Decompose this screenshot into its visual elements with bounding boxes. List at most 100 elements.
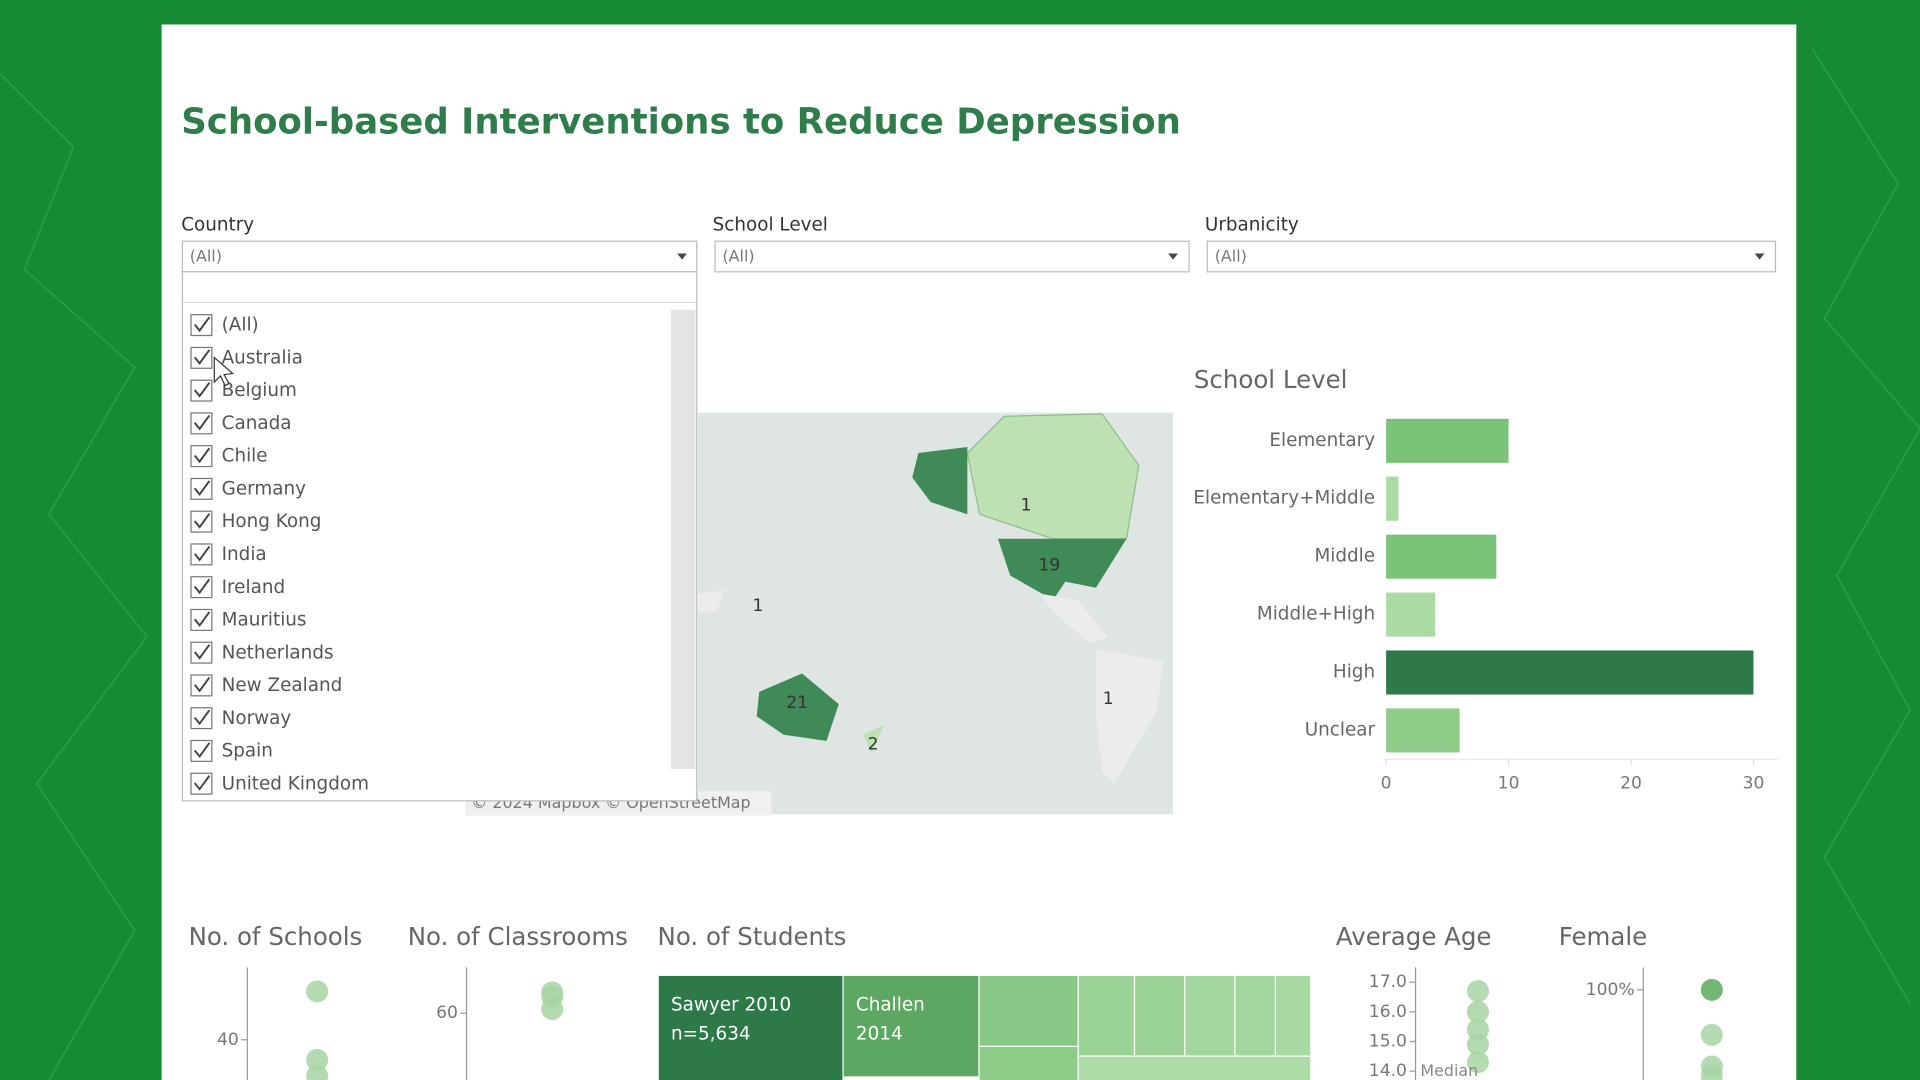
bar <box>1386 650 1754 695</box>
country-option: Belgium <box>222 380 297 401</box>
country-option: New Zealand <box>222 675 343 696</box>
panel-title: No. of Classrooms <box>408 922 628 951</box>
y-tick-label: 17.0 <box>1369 972 1407 992</box>
country-option: India <box>222 544 267 565</box>
dropdown-arrow <box>677 253 687 260</box>
category-label: Unclear <box>1305 719 1376 740</box>
country-list: (All) Australia Belgium Canada Chile Germany H… <box>181 271 698 802</box>
dot <box>1466 1051 1489 1074</box>
checkmark <box>193 316 211 333</box>
annotation: Median <box>1420 1061 1478 1080</box>
country-option: Spain <box>222 741 273 762</box>
category-label: Middle <box>1314 546 1375 567</box>
dot <box>541 998 564 1021</box>
treemap <box>658 975 1311 1080</box>
dot <box>306 1048 329 1071</box>
country-option: Hong Kong <box>222 511 322 532</box>
treemap-cell <box>1275 975 1311 1056</box>
treemap-cell <box>1078 1056 1311 1080</box>
panel-title: Average Age <box>1336 922 1492 951</box>
map-count: 2 <box>868 734 879 754</box>
scrollbar <box>671 309 696 769</box>
treemap-cell <box>843 975 979 1077</box>
bar <box>1386 476 1399 521</box>
checkmark <box>193 382 211 398</box>
dropdown-value: (All) <box>722 247 754 266</box>
treemap-label: n=5,634 <box>671 1024 751 1045</box>
y-tick-label: 15.0 <box>1369 1031 1407 1051</box>
y-tick-label: 16.0 <box>1369 1002 1407 1022</box>
checkmark <box>193 513 211 529</box>
filter-label: School Level <box>713 214 828 235</box>
usa <box>997 538 1127 600</box>
category-label: Middle+High <box>1257 604 1375 625</box>
central-america <box>1040 593 1109 643</box>
checkmark <box>193 775 211 791</box>
x-tick-label: 20 <box>1620 774 1642 794</box>
treemap-label: Challen <box>856 994 925 1015</box>
dropdown-arrow <box>1754 253 1765 260</box>
panel-title: Female <box>1559 922 1647 951</box>
x-tick-label: 10 <box>1498 774 1520 794</box>
treemap-cell <box>1078 975 1134 1056</box>
country-option: Chile <box>222 446 268 467</box>
checkmark <box>193 349 211 365</box>
country-option: (All) <box>222 315 259 336</box>
country-option: Australia <box>222 347 303 368</box>
filter-label: Country <box>181 214 254 235</box>
category-label: High <box>1333 661 1375 682</box>
dot <box>1466 980 1489 1003</box>
school-level-dropdown[interactable] <box>714 240 1190 273</box>
country-dropdown[interactable] <box>181 240 698 273</box>
dropdown-panel <box>181 271 698 802</box>
asia <box>697 590 725 613</box>
dot <box>1700 1064 1723 1080</box>
checkmark <box>193 545 211 562</box>
map-count: 1 <box>753 596 764 616</box>
new-zealand <box>863 724 885 754</box>
country-option: Ireland <box>222 577 286 598</box>
treemap-cell <box>1235 975 1275 1056</box>
dropdown-value: (All) <box>1215 247 1247 266</box>
map <box>697 412 1174 815</box>
y-tick-label: 60 <box>436 1003 458 1023</box>
country-option: Netherlands <box>222 642 334 663</box>
dot <box>1466 1033 1489 1056</box>
treemap-title: No. of Students <box>658 922 847 951</box>
bar <box>1386 534 1497 579</box>
dot <box>306 980 329 1003</box>
urbanicity-dropdown[interactable] <box>1206 240 1777 273</box>
x-tick-label: 0 <box>1381 774 1392 794</box>
chart-title: School Level <box>1194 365 1348 394</box>
checkmark <box>193 709 211 726</box>
y-tick-label: 40 <box>217 1030 239 1050</box>
bar <box>1386 418 1509 463</box>
canada <box>966 413 1140 540</box>
checkmark <box>193 676 211 693</box>
category-label: Elementary+Middle <box>1193 488 1375 509</box>
dot <box>1700 978 1723 1001</box>
category-label: Elementary <box>1269 430 1375 451</box>
treemap-cell <box>1135 975 1185 1056</box>
bar <box>1386 708 1460 753</box>
alaska <box>912 446 968 515</box>
treemap-label: 2014 <box>856 1024 903 1045</box>
y-tick-label: 100% <box>1586 980 1635 1000</box>
cursor <box>213 356 235 387</box>
country-option: Germany <box>222 478 307 499</box>
map-count: 21 <box>786 693 808 713</box>
panel-title: No. of Schools <box>189 922 363 951</box>
treemap-cell <box>1185 975 1235 1056</box>
checkmark <box>193 611 211 628</box>
treemap-cell <box>979 1046 1078 1080</box>
checkmark <box>193 742 211 759</box>
treemap-cell <box>979 975 1078 1046</box>
dot <box>1700 1023 1723 1046</box>
dot <box>1466 1000 1489 1023</box>
map-count: 1 <box>1103 689 1114 709</box>
country-option: United Kingdom <box>222 773 369 794</box>
country-option: Norway <box>222 708 292 729</box>
country-option: Mauritius <box>222 610 307 631</box>
